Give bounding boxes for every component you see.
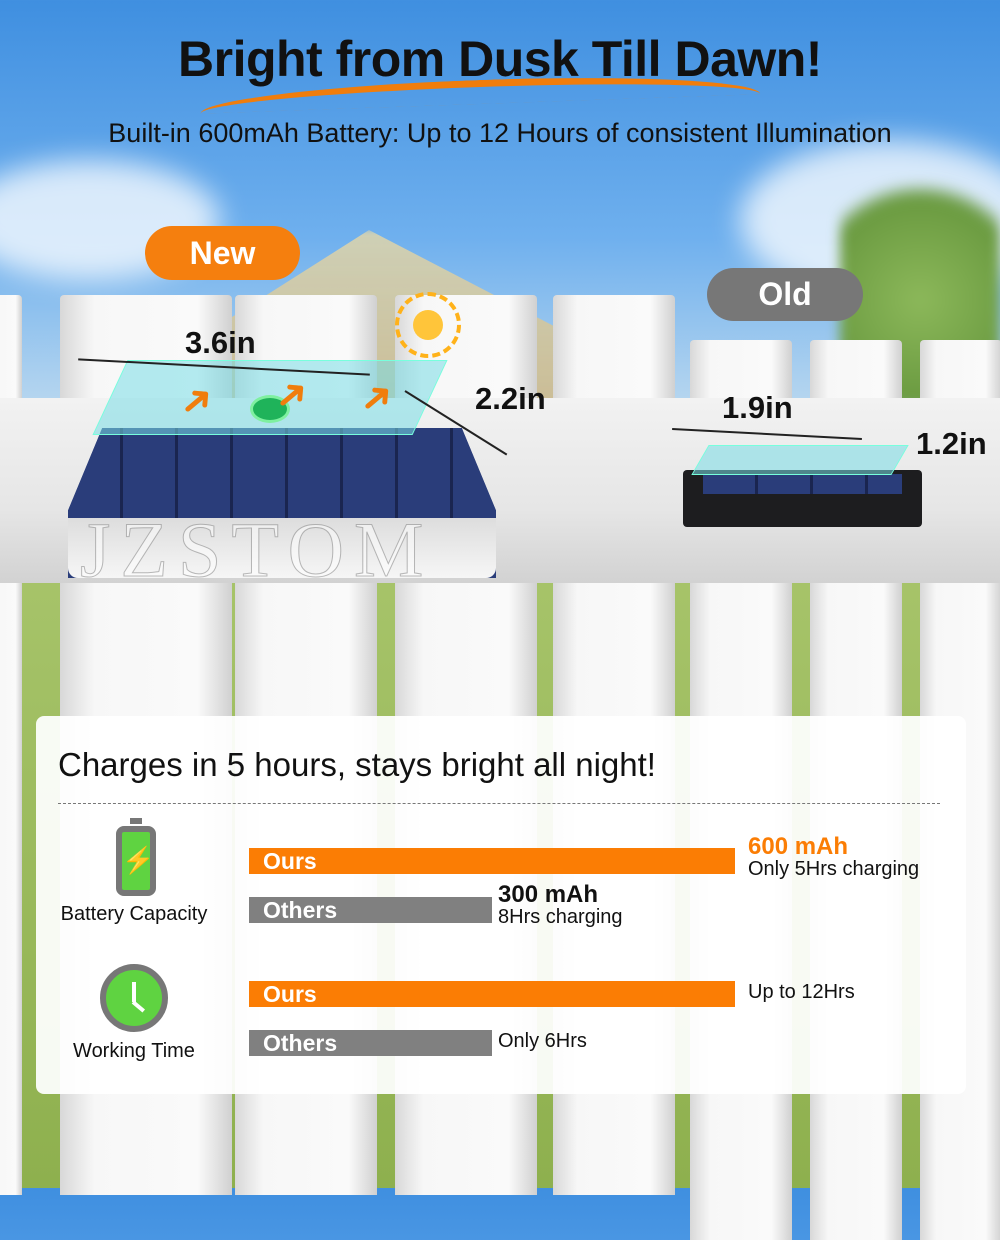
bar-ours-working-time: Ours (249, 981, 735, 1007)
working-time-label: Working Time (73, 1040, 195, 1062)
others-battery-note: 300 mAh 8Hrs charging (498, 883, 623, 929)
others-battery-value: 300 mAh (498, 881, 599, 908)
ours-time-note: Up to 12Hrs (748, 981, 855, 1003)
bar-others-battery: Others (249, 897, 492, 923)
bar-ours-battery: Ours (249, 848, 735, 874)
old-width-label: 1.9in (722, 390, 793, 425)
bar-label: Others (263, 897, 338, 923)
new-depth-label: 2.2in (475, 381, 546, 416)
battery-charging-icon: ⚡ (116, 818, 156, 896)
bar-others-working-time: Others (249, 1030, 492, 1056)
bar-label: Ours (263, 848, 317, 874)
solar-panel-overlay (691, 445, 909, 475)
ours-battery-detail: Only 5Hrs charging (748, 858, 920, 880)
watermark: JZSTOM (79, 506, 434, 594)
divider (58, 803, 940, 804)
others-battery-detail: 8Hrs charging (498, 906, 623, 928)
old-depth-label: 1.2in (916, 426, 987, 461)
others-time-note: Only 6Hrs (498, 1030, 587, 1052)
comparison-card: Charges in 5 hours, stays bright all nig… (36, 716, 966, 1094)
clock-icon (100, 964, 168, 1032)
bar-label: Ours (263, 981, 317, 1007)
ours-battery-note: 600 mAh Only 5Hrs charging (748, 835, 919, 881)
comparison-heading: Charges in 5 hours, stays bright all nig… (58, 746, 656, 783)
bar-label: Others (263, 1030, 338, 1056)
old-solar-light (683, 470, 922, 527)
headline: Bright from Dusk Till Dawn! (178, 31, 822, 87)
new-width-label: 3.6in (185, 325, 256, 360)
sensor-icon (250, 395, 290, 423)
ours-battery-value: 600 mAh (748, 833, 849, 860)
subtitle: Built-in 600mAh Battery: Up to 12 Hours … (108, 118, 892, 148)
sun-icon (395, 292, 461, 358)
battery-capacity-label: Battery Capacity (60, 903, 208, 925)
old-badge: Old (707, 268, 863, 321)
new-light-lens (68, 518, 496, 578)
new-badge: New (145, 226, 300, 280)
